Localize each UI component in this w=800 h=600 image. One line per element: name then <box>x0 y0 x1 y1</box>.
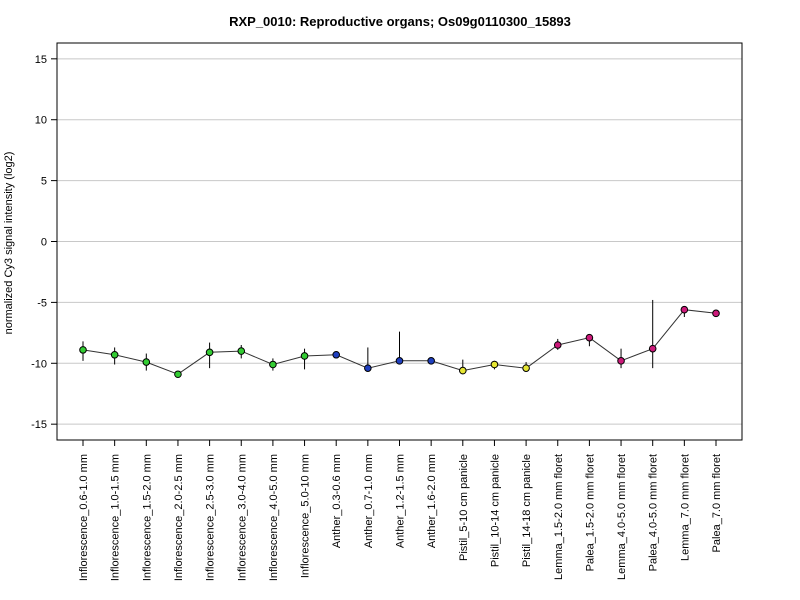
x-tick-label: Lemma_1.5-2.0 mm floret <box>553 454 565 580</box>
x-tick-label: Pistil_14-18 cm panicle <box>521 454 533 567</box>
plot-frame <box>56 42 743 441</box>
y-tick-label: -10 <box>31 358 47 370</box>
y-axis: -15 -10 -5 0 5 10 15 <box>31 54 57 431</box>
x-tick-label: Lemma_7.0 mm floret <box>679 454 691 561</box>
x-axis: Inflorescence_0.6-1.0 mm Inflorescence_1.… <box>78 440 723 581</box>
data-point <box>490 360 499 369</box>
y-tick-label: -15 <box>31 419 47 431</box>
x-tick-label: Inflorescence_2.5-3.0 mm <box>205 454 217 581</box>
x-tick-label: Inflorescence_3.0-4.0 mm <box>236 454 248 581</box>
x-tick-label: Palea_1.5-2.0 mm floret <box>584 454 596 571</box>
x-tick-label: Inflorescence_4.0-5.0 mm <box>268 454 280 581</box>
y-tick-label: -5 <box>37 297 47 309</box>
data-point <box>585 333 594 342</box>
x-tick-label: Pistil_10-14 cm panicle <box>489 454 501 567</box>
data-point <box>237 347 246 355</box>
x-tick-label: Palea_4.0-5.0 mm floret <box>648 454 660 571</box>
x-tick-label: Inflorescence_1.5-2.0 mm <box>141 454 153 581</box>
x-tick-label: Inflorescence_0.6-1.0 mm <box>78 454 90 581</box>
x-tick-label: Inflorescence_1.0-1.5 mm <box>110 454 122 581</box>
data-point <box>269 360 277 369</box>
data-point <box>427 357 435 365</box>
gridlines <box>57 58 742 425</box>
x-tick-label: Anther_0.7-1.0 mm <box>363 454 375 548</box>
data-point <box>205 348 214 357</box>
x-tick-label: Anther_1.6-2.0 mm <box>426 454 438 548</box>
x-tick-label: Pistil_5-10 cm panicle <box>458 454 470 561</box>
data-point <box>395 357 404 365</box>
y-tick-label: 15 <box>35 54 47 66</box>
x-tick-label: Anther_0.3-0.6 mm <box>331 454 343 548</box>
data-point <box>174 370 182 379</box>
data-point <box>332 350 341 359</box>
x-tick-label: Anther_1.2-1.5 mm <box>395 454 407 548</box>
x-tick-label: Inflorescence_5.0-10 mm <box>300 454 312 578</box>
data-point <box>110 350 119 359</box>
x-tick-label: Lemma_4.0-5.0 mm floret <box>616 454 628 580</box>
y-tick-label: 5 <box>41 176 47 188</box>
y-tick-label: 10 <box>35 115 47 127</box>
data-point <box>142 358 151 366</box>
data-point <box>364 364 372 372</box>
data-point <box>553 341 562 349</box>
data-point <box>617 357 625 365</box>
y-tick-label: 0 <box>41 237 47 249</box>
chart-title: RXP_0010: Reproductive organs; Os09g0110… <box>229 14 571 29</box>
x-tick-label: Palea_7.0 mm floret <box>711 454 723 552</box>
data-point <box>712 309 720 318</box>
data-point <box>79 346 87 354</box>
data-points <box>79 305 720 379</box>
data-point <box>522 364 530 372</box>
y-axis-label: normalized Cy3 signal intensity (log2) <box>3 152 15 335</box>
data-point <box>459 366 467 375</box>
data-point <box>300 352 309 360</box>
x-tick-label: Inflorescence_2.0-2.5 mm <box>173 454 185 581</box>
data-point <box>648 344 657 353</box>
data-point <box>680 305 689 314</box>
